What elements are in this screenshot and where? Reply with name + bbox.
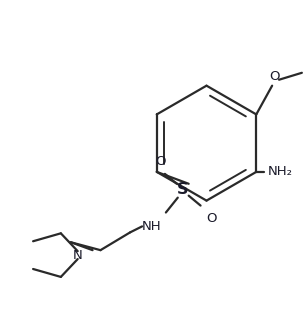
Text: NH: NH [142,220,162,233]
Text: O: O [269,70,279,83]
Text: NH₂: NH₂ [268,165,293,178]
Text: O: O [156,155,166,168]
Text: S: S [177,182,188,197]
Text: N: N [73,249,83,262]
Text: O: O [207,211,217,225]
